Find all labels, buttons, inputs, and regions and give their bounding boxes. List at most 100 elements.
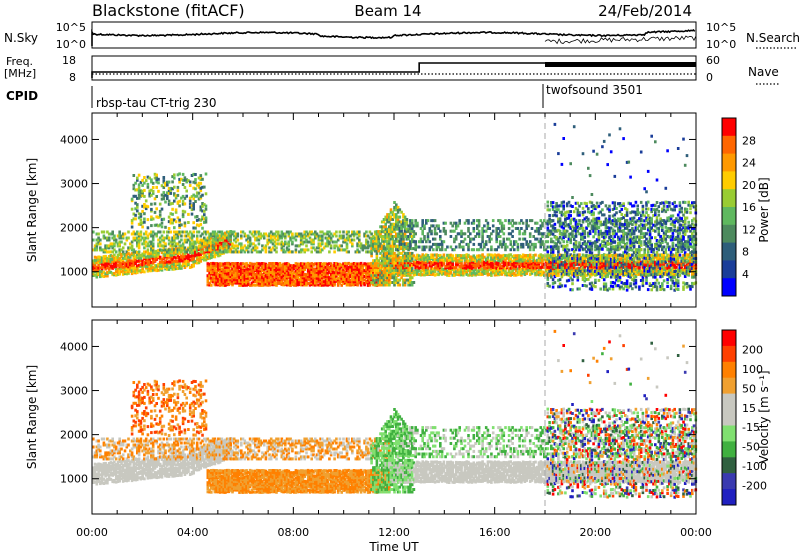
power-cell: [248, 269, 252, 273]
power-cell: [280, 246, 284, 250]
power-cell: [402, 237, 405, 241]
power-cell: [550, 254, 553, 258]
power-cell: [380, 235, 384, 238]
power-cell: [231, 246, 234, 250]
power-cell: [532, 256, 535, 260]
power-cell: [417, 240, 421, 244]
power-cell: [403, 224, 407, 228]
power-cell: [446, 255, 449, 259]
power-cell: [456, 268, 460, 272]
power-cell: [306, 271, 310, 275]
power-cell: [241, 274, 245, 278]
power-cell: [136, 259, 139, 263]
power-cell: [416, 272, 419, 275]
power-cell: [451, 256, 454, 260]
power-cell: [259, 280, 262, 284]
power-cell: [187, 179, 190, 183]
power-cell: [437, 254, 440, 257]
power-cell: [308, 236, 312, 240]
power-cell: [180, 257, 183, 261]
power-cell: [380, 271, 384, 275]
power-cell: [171, 242, 174, 246]
power-cell: [174, 210, 178, 214]
power-cell: [121, 272, 125, 276]
power-cell: [315, 276, 319, 280]
power-cell: [273, 278, 277, 282]
power-cell: [291, 232, 294, 236]
power-cell: [451, 259, 454, 263]
power-cell: [211, 254, 215, 258]
power-cell: [402, 235, 405, 238]
power-cell: [144, 236, 148, 240]
power-cell: [171, 267, 174, 271]
power-cell: [241, 248, 245, 252]
power-cell: [541, 235, 544, 238]
power-cell: [345, 283, 349, 287]
power-cell: [143, 255, 146, 259]
power-cell: [388, 237, 391, 241]
power-cell: [204, 204, 208, 208]
power-cell: [336, 248, 340, 252]
power-cell: [465, 270, 469, 274]
power-cell: [476, 254, 479, 258]
power-cell: [396, 239, 400, 243]
power-cell: [176, 260, 180, 264]
power-cell: [284, 278, 287, 282]
power-cell: [287, 283, 291, 287]
power-cell: [490, 268, 493, 272]
power-cell: [328, 281, 331, 285]
power-cell: [204, 192, 208, 196]
power-cell: [183, 238, 187, 242]
power-cell: [254, 265, 257, 269]
power-cell: [208, 283, 211, 287]
power-cell: [470, 262, 474, 266]
power-cell: [181, 200, 185, 203]
power-cell: [388, 234, 391, 238]
power-cell: [395, 244, 398, 248]
power-cell: [162, 261, 166, 264]
power-cell: [217, 283, 220, 287]
power-cell: [335, 263, 338, 267]
power-cell: [409, 276, 412, 280]
power-cell: [491, 262, 495, 266]
power-cell: [114, 267, 118, 271]
power-cell: [243, 232, 247, 236]
power-cell: [148, 192, 151, 196]
power-cell: [271, 271, 275, 275]
power-cell: [454, 221, 458, 225]
power-cell: [146, 175, 150, 179]
power-cell: [130, 221, 134, 225]
power-cell: [217, 262, 220, 266]
power-cell: [433, 253, 437, 257]
power-cell: [118, 264, 121, 268]
power-cell: [173, 199, 176, 203]
power-cell: [109, 244, 113, 248]
power-cell: [187, 260, 190, 263]
power-cell: [111, 232, 114, 236]
power-cell: [537, 256, 541, 260]
power-cell: [351, 238, 354, 242]
power-cell: [379, 235, 382, 238]
power-cell: [405, 254, 409, 258]
power-cell: [107, 236, 111, 240]
power-cell: [509, 261, 513, 265]
power-cell: [280, 277, 284, 281]
power-cell: [118, 244, 121, 248]
power-cell: [273, 240, 277, 244]
power-cell: [440, 270, 444, 274]
power-cell: [195, 238, 199, 242]
power-cell: [396, 208, 400, 212]
power-cell: [204, 220, 208, 224]
power-cell: [319, 283, 322, 287]
power-cell: [296, 234, 299, 238]
power-cell: [548, 264, 551, 268]
power-cell: [326, 281, 329, 285]
power-cell: [173, 176, 176, 180]
power-cell: [317, 242, 321, 246]
power-cell: [449, 229, 453, 233]
power-cell: [484, 219, 488, 223]
power-cell: [456, 254, 460, 258]
power-cell: [197, 191, 201, 195]
power-cell: [405, 259, 409, 263]
power-cell: [268, 274, 271, 278]
